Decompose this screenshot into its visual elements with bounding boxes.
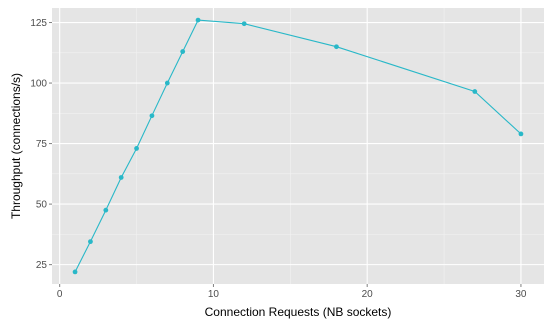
data-point [195, 17, 201, 23]
data-point [518, 131, 524, 137]
data-point [241, 21, 247, 27]
x-axis: 0 10 20 30 [57, 284, 527, 300]
y-axis: 25 50 75 100 125 [30, 18, 52, 271]
x-tick-label: 0 [57, 289, 63, 300]
data-point [134, 146, 139, 151]
series-group [72, 17, 524, 275]
y-tick-label: 75 [36, 139, 48, 150]
y-tick-label: 100 [30, 79, 47, 90]
major-gridlines [52, 8, 544, 284]
data-point [72, 269, 78, 275]
x-tick-label: 10 [208, 289, 220, 300]
x-tick-label: 30 [515, 289, 527, 300]
data-point [149, 113, 155, 119]
plot-panel [52, 8, 544, 284]
y-axis-title: Throughput (connections/s) [9, 73, 23, 219]
data-point [103, 207, 109, 213]
data-point [180, 49, 186, 54]
minor-gridlines [52, 8, 544, 284]
y-tick-label: 50 [36, 200, 48, 211]
y-tick-label: 125 [30, 18, 47, 29]
data-point [164, 80, 170, 86]
data-point [472, 89, 478, 94]
data-point [118, 175, 124, 180]
data-point [88, 239, 93, 245]
y-tick-label: 25 [36, 260, 48, 271]
data-point [334, 44, 339, 50]
x-axis-title: Connection Requests (NB sockets) [205, 305, 392, 319]
x-tick-label: 20 [362, 289, 374, 300]
